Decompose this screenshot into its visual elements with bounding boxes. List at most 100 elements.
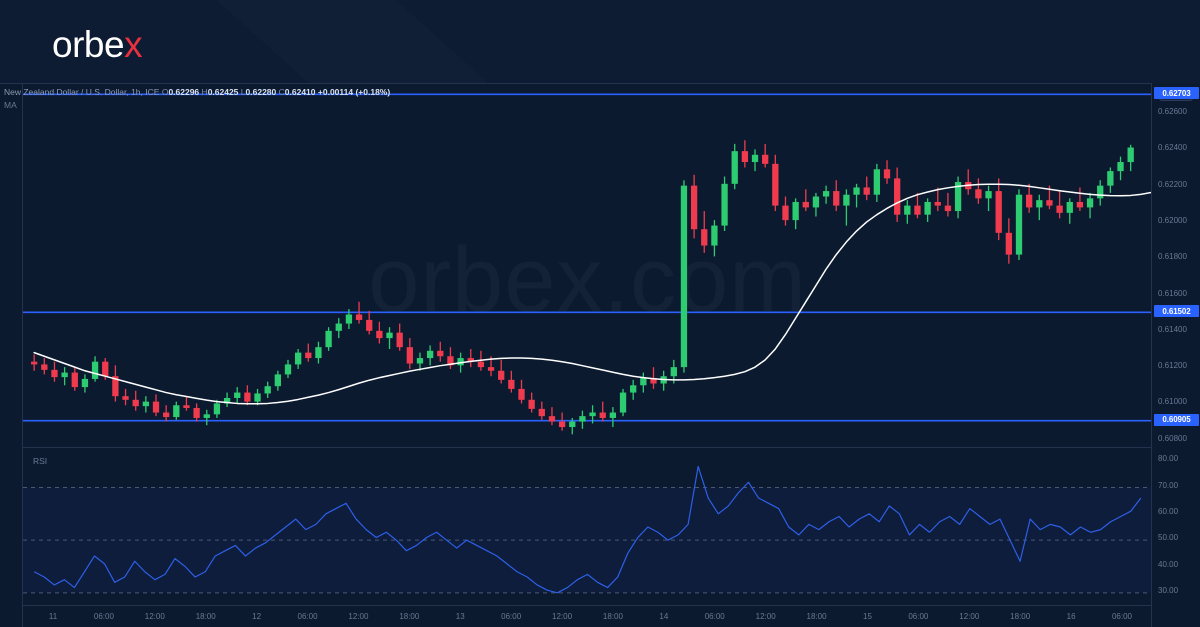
candle-body — [325, 330, 332, 348]
candle-body — [183, 405, 190, 408]
candle-body — [1117, 162, 1124, 172]
candle-body — [863, 187, 870, 195]
time-axis-tick: 06:00 — [297, 612, 318, 621]
candle-body — [1076, 201, 1084, 208]
candle-body — [305, 352, 312, 359]
candle-body — [822, 191, 830, 197]
candle-body — [1005, 232, 1012, 255]
rsi-line — [33, 465, 1142, 594]
candle-body — [71, 372, 78, 388]
candle-body — [762, 154, 769, 164]
brand-header: orbex — [0, 0, 1200, 83]
candle-body — [1107, 171, 1114, 186]
time-axis-tick: 12:00 — [144, 612, 165, 621]
time-axis[interactable]: 11 06:00 12:00 18:00 12 06:00 12:00 18:00 13 06:0… — [23, 605, 1151, 627]
candle-body — [223, 397, 231, 404]
candle-body — [670, 367, 677, 377]
candle-body — [1086, 198, 1094, 208]
orbex-logo: orbex — [52, 24, 143, 65]
candle-body — [294, 352, 302, 365]
price-level-badge[interactable]: 0.60905 — [1154, 413, 1199, 426]
time-axis-tick: 06:00 — [704, 612, 725, 621]
time-axis-tick: 18:00 — [602, 612, 623, 621]
plot-area[interactable]: orbex.com RSI 1106:0012:0018:001206:0012… — [22, 84, 1151, 627]
price-axis-tick: 0.62400 — [1158, 143, 1187, 153]
price-pane[interactable] — [23, 84, 1151, 447]
candle-body — [701, 229, 708, 246]
candle-body — [619, 392, 627, 413]
candle-body — [1036, 200, 1043, 208]
candle-body — [284, 364, 292, 375]
candle-body — [173, 405, 180, 418]
candle-body — [904, 205, 911, 215]
candle-body — [416, 358, 424, 364]
candle-body — [812, 196, 820, 208]
price-axis-tick: 0.61600 — [1158, 288, 1187, 298]
candle-body — [599, 412, 606, 418]
candle-body — [640, 378, 647, 386]
candle-body — [711, 225, 718, 246]
change-value: +0.00114 (+0.18%) — [317, 87, 391, 97]
candle-body — [193, 407, 200, 418]
candle-body — [609, 412, 617, 418]
price-axis[interactable]: USD 0.626000.624000.622000.620000.618000… — [1151, 83, 1200, 627]
price-axis-tick: 0.61200 — [1158, 361, 1187, 371]
rsi-svg[interactable] — [23, 448, 1151, 606]
candle-body — [142, 401, 149, 407]
candle-body — [650, 378, 657, 384]
candle-body — [498, 370, 505, 380]
candle-body — [244, 392, 251, 402]
candle-body — [122, 396, 129, 400]
candle-body — [102, 361, 109, 377]
candle-body — [234, 392, 241, 398]
candle-body — [508, 379, 515, 389]
price-level-badge[interactable]: 0.62703 — [1154, 87, 1199, 100]
candle-body — [782, 205, 789, 221]
time-axis-tick: 06:00 — [501, 612, 522, 621]
price-level-badge[interactable]: 0.61502 — [1154, 305, 1199, 318]
price-axis-tick: 0.61000 — [1158, 397, 1187, 407]
candle-body — [538, 408, 545, 417]
time-axis-tick: 16 — [1066, 612, 1076, 621]
candle-body — [81, 378, 89, 388]
candle-body — [1097, 185, 1104, 199]
candle-body — [264, 386, 271, 394]
candle-body — [467, 358, 474, 362]
moving-average-line — [33, 183, 1151, 405]
candle-body — [406, 347, 413, 364]
candle-body — [894, 178, 901, 215]
candle-body — [335, 323, 342, 331]
candle-body — [91, 361, 99, 379]
rsi-axis-tick: 30.00 — [1158, 585, 1179, 595]
candle-body — [792, 201, 799, 221]
candle-body — [569, 421, 576, 428]
candle-body — [690, 185, 698, 230]
candle-body — [843, 194, 850, 206]
price-axis-tick: 0.61800 — [1158, 252, 1187, 262]
logo-text-accent: x — [124, 24, 143, 65]
price-axis-tick: 0.62200 — [1158, 179, 1187, 189]
candle-body — [152, 401, 160, 413]
candle-body — [1056, 205, 1063, 213]
candle-body — [61, 372, 68, 378]
candle-body — [995, 191, 1002, 233]
time-axis-tick: 14 — [659, 612, 669, 621]
rsi-pane[interactable]: RSI — [23, 447, 1151, 605]
candle-body — [1026, 194, 1033, 208]
open-label: O — [161, 87, 169, 97]
candle-body — [741, 151, 749, 163]
candle-body — [345, 314, 353, 324]
candlestick-svg[interactable] — [23, 84, 1151, 447]
time-axis-tick: 12:00 — [755, 612, 776, 621]
candle-body — [274, 374, 281, 387]
chart-container[interactable]: orbex.com RSI 1106:0012:0018:001206:0012… — [0, 83, 1200, 627]
symbol-label: New Zealand Dollar / U.S. Dollar, 1h, IC… — [4, 87, 160, 97]
candle-body — [213, 403, 221, 415]
candle-body — [386, 332, 393, 339]
time-axis-tick: 06:00 — [93, 612, 114, 621]
low-label: L — [240, 87, 246, 97]
high-value: 0.62425 — [207, 87, 239, 97]
candle-body — [630, 385, 637, 393]
candle-body — [203, 414, 210, 418]
